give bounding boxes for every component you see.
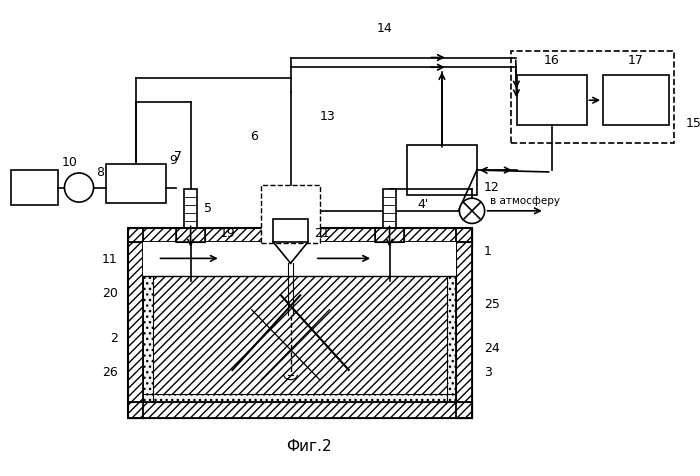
Bar — [375, 228, 404, 242]
Text: 16: 16 — [544, 54, 559, 67]
Bar — [456, 228, 472, 417]
Bar — [261, 185, 320, 243]
Text: 4': 4' — [418, 198, 429, 210]
Bar — [407, 145, 477, 195]
Text: 6: 6 — [250, 129, 258, 143]
Text: 8: 8 — [97, 167, 104, 179]
Circle shape — [64, 173, 94, 202]
Circle shape — [459, 198, 484, 223]
Text: 7: 7 — [174, 150, 182, 163]
Bar — [447, 242, 456, 402]
Text: 11: 11 — [102, 253, 118, 266]
Bar — [127, 228, 143, 417]
Bar — [176, 228, 205, 242]
Text: Фиг.2: Фиг.2 — [286, 439, 332, 454]
Text: 15: 15 — [685, 117, 700, 130]
Bar — [127, 228, 472, 242]
Text: 25: 25 — [484, 298, 500, 311]
Text: 14: 14 — [377, 22, 393, 35]
Bar — [143, 242, 456, 276]
Bar — [143, 394, 456, 402]
Text: 19: 19 — [220, 227, 235, 239]
Text: в атмосферу: в атмосферу — [491, 196, 561, 206]
Bar — [127, 228, 472, 417]
Text: 1: 1 — [484, 245, 491, 258]
Bar — [11, 170, 57, 205]
Bar — [127, 402, 472, 417]
Bar — [375, 228, 404, 242]
Bar — [184, 189, 197, 228]
Bar — [511, 51, 674, 143]
Text: 26: 26 — [102, 367, 118, 379]
Bar — [517, 75, 587, 126]
Bar — [153, 242, 447, 394]
Text: 12: 12 — [484, 181, 499, 194]
Text: 17: 17 — [628, 54, 644, 67]
Bar — [127, 228, 472, 242]
Text: 5: 5 — [204, 202, 212, 215]
Bar — [273, 218, 308, 242]
Bar — [603, 75, 669, 126]
Bar — [127, 228, 143, 417]
Text: 24: 24 — [484, 342, 499, 355]
Text: 10: 10 — [62, 156, 77, 169]
Bar — [143, 242, 153, 402]
Text: 13: 13 — [320, 110, 335, 123]
Bar — [176, 228, 205, 242]
Text: 3: 3 — [484, 367, 491, 379]
Text: 20: 20 — [102, 287, 118, 300]
Text: 9: 9 — [169, 154, 177, 167]
Bar — [383, 189, 396, 228]
Bar — [456, 228, 472, 417]
Text: 21: 21 — [314, 227, 330, 239]
Text: 2: 2 — [110, 332, 118, 346]
Bar — [127, 402, 472, 417]
Bar — [106, 164, 167, 203]
